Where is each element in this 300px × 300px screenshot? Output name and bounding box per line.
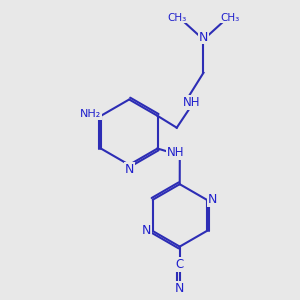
Text: CH₃: CH₃ [167,13,186,23]
Text: NH: NH [167,146,184,160]
Text: N: N [199,31,208,44]
Text: C: C [176,258,184,271]
Text: NH: NH [183,96,200,109]
Text: N: N [208,193,218,206]
Text: N: N [175,282,184,295]
Text: CH₃: CH₃ [220,13,240,23]
Text: N: N [124,163,134,176]
Text: N: N [142,224,152,238]
Text: NH₂: NH₂ [80,109,101,119]
